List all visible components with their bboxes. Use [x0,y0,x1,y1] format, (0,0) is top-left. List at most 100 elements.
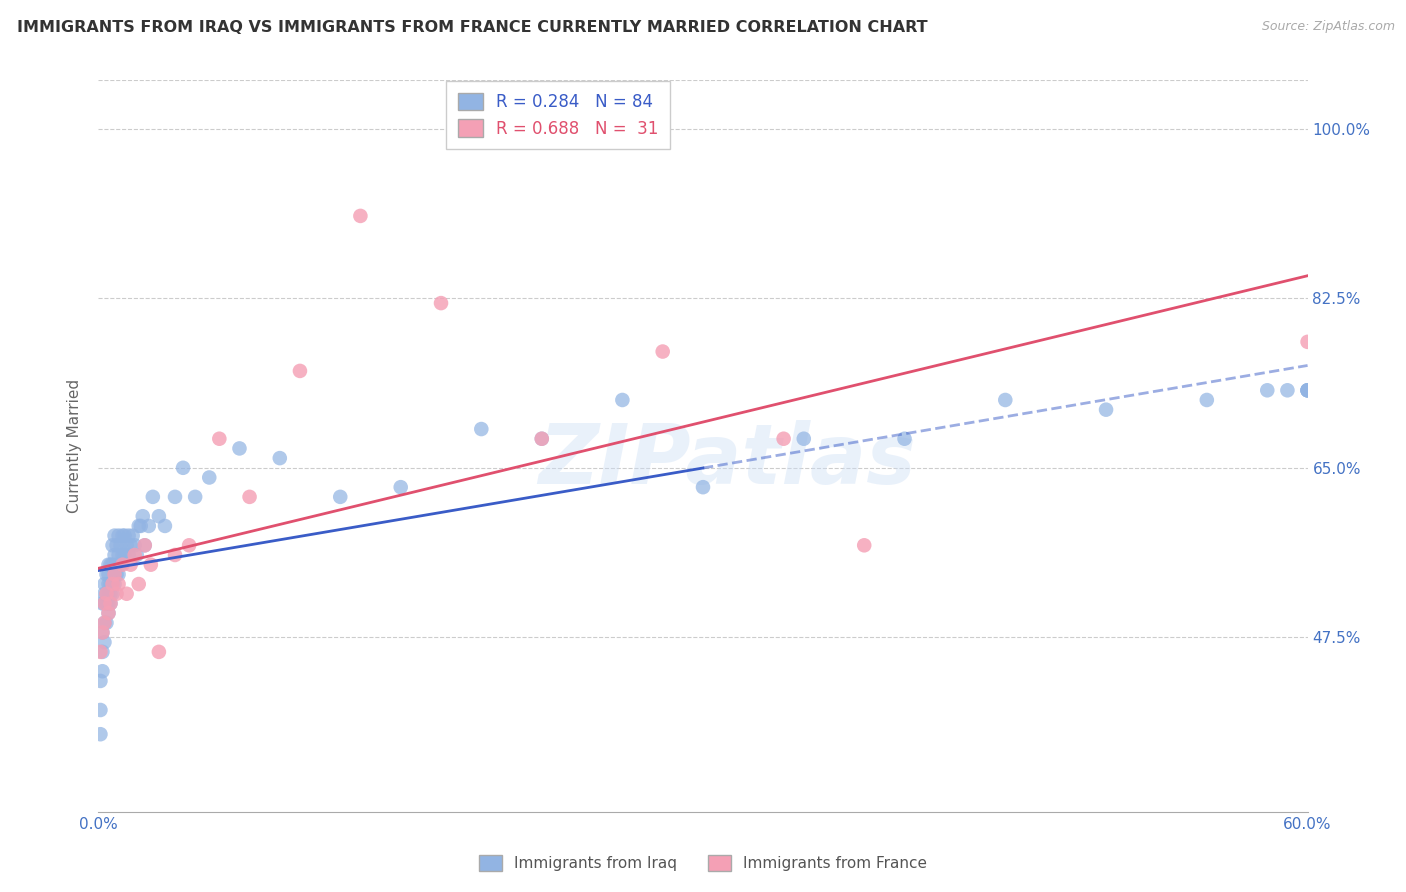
Point [103,548,125,562]
Point [793,432,815,446]
Point [100,577,122,591]
Point [128,519,150,533]
Point [107,528,129,542]
Point [128,577,150,591]
Point [96,587,118,601]
Point [115,587,138,601]
Point [120,558,142,572]
Point [1256,384,1278,398]
Text: ZIPatlas: ZIPatlas [538,420,917,501]
Point [124,538,146,552]
Point [239,490,262,504]
Point [651,344,673,359]
Point [612,392,634,407]
Point [97,558,120,572]
Point [91,625,114,640]
Point [101,577,124,591]
Point [107,548,129,562]
Point [772,432,794,446]
Point [103,567,125,582]
Point [103,528,125,542]
Point [1296,384,1319,398]
Point [91,645,114,659]
Point [288,364,311,378]
Point [97,596,120,610]
Point [1296,384,1319,398]
Point [89,645,111,659]
Point [103,577,125,591]
Point [1095,402,1118,417]
Point [91,625,114,640]
Point [994,392,1017,407]
Point [692,480,714,494]
Point [138,519,160,533]
Point [125,548,148,562]
Point [111,528,134,542]
Point [530,432,553,446]
Point [179,538,201,552]
Point [97,606,120,620]
Point [93,615,115,630]
Y-axis label: Currently Married: Currently Married [67,379,83,513]
Point [1296,384,1319,398]
Point [132,509,155,524]
Point [184,490,207,504]
Point [91,596,114,610]
Point [142,490,165,504]
Point [530,432,553,446]
Point [100,596,122,610]
Point [153,519,176,533]
Point [893,432,915,446]
Point [114,528,136,542]
Point [93,587,115,601]
Point [163,490,186,504]
Point [97,577,120,591]
Point [148,509,170,524]
Point [101,558,124,572]
Point [93,596,115,610]
Point [93,635,115,649]
Point [114,548,136,562]
Point [853,538,876,552]
Point [134,538,156,552]
Point [97,606,120,620]
Point [100,558,122,572]
Point [101,577,124,591]
Point [129,519,152,533]
Point [1296,334,1319,349]
Legend: Immigrants from Iraq, Immigrants from France: Immigrants from Iraq, Immigrants from Fr… [472,849,934,877]
Point [93,596,115,610]
Point [198,470,221,484]
Point [208,432,231,446]
Point [148,645,170,659]
Point [269,451,291,466]
Point [1195,392,1218,407]
Point [93,577,115,591]
Point [134,538,156,552]
Point [107,567,129,582]
Point [329,490,352,504]
Point [139,558,162,572]
Point [100,587,122,601]
Point [118,548,141,562]
Point [111,548,134,562]
Point [389,480,412,494]
Point [96,567,118,582]
Point [97,567,120,582]
Text: Source: ZipAtlas.com: Source: ZipAtlas.com [1261,20,1395,33]
Point [93,615,115,630]
Point [103,567,125,582]
Point [89,703,111,717]
Point [96,615,118,630]
Point [107,577,129,591]
Point [172,460,194,475]
Point [1277,384,1299,398]
Point [101,538,124,552]
Point [349,209,371,223]
Point [89,727,111,741]
Point [105,567,128,582]
Point [121,528,143,542]
Point [1296,384,1319,398]
Point [115,538,138,552]
Point [105,558,128,572]
